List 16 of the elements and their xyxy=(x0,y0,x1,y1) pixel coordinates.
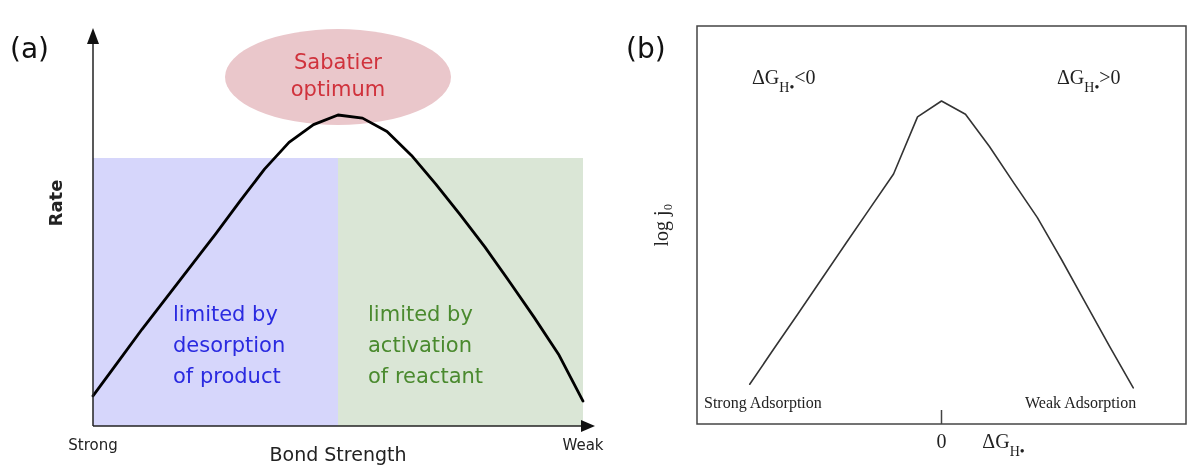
annotation: limited by desorption of product xyxy=(173,302,286,388)
text: Sabatier optimum xyxy=(290,50,386,101)
y-axis-title: Rate xyxy=(45,179,66,227)
chart-title: (b) xyxy=(626,32,666,65)
x-tick-label: Strong xyxy=(68,436,118,454)
x-axis-title: Bond Strength xyxy=(269,443,407,465)
x-axis-title: ΔG$_{H•}$ xyxy=(982,430,1025,459)
text: ΔG$_{H•}$>0 xyxy=(1057,66,1121,95)
chart-title: (a) xyxy=(10,32,50,65)
text: 0 xyxy=(936,430,947,452)
text: ΔG$_{H•}$<0 xyxy=(752,66,816,95)
annotation: Strong Adsorption xyxy=(704,394,822,412)
x-tick-label: Weak xyxy=(562,436,604,454)
annotation: limited by activation of reactant xyxy=(368,302,484,388)
annotation: Weak Adsorption xyxy=(1025,394,1137,412)
y-axis-title: log j₀ xyxy=(650,203,673,247)
